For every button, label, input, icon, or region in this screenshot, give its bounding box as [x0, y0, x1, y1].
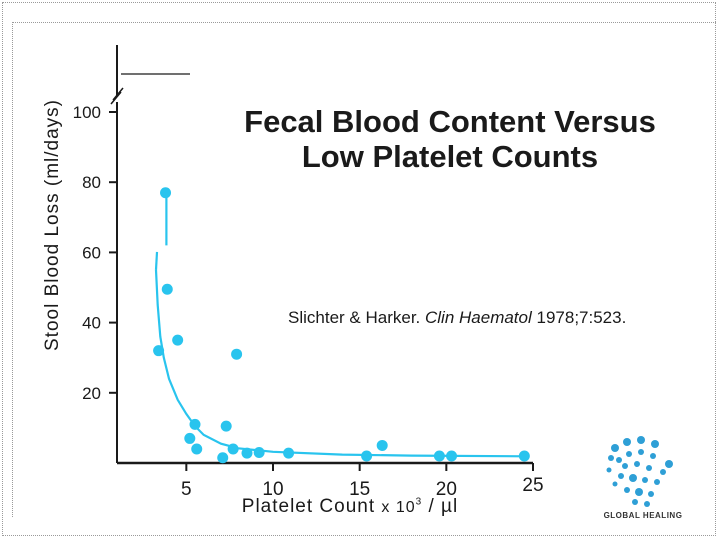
axes: [109, 45, 534, 471]
data-point: [231, 348, 243, 360]
fitted-curve-rise: [154, 251, 159, 271]
x-axis-label-tail: / µl: [428, 496, 459, 517]
x-tick-label: 15: [349, 479, 370, 500]
data-point: [283, 447, 295, 459]
x-tick-label: 25: [522, 475, 543, 496]
data-point: [172, 334, 184, 346]
data-point: [160, 187, 172, 199]
data-point: [161, 283, 173, 295]
fitted-curve-path: [154, 269, 525, 458]
x-axis-label-sup: 3: [415, 496, 423, 508]
logo-text: GLOBAL HEALING: [603, 511, 683, 520]
data-point: [446, 450, 458, 462]
citation-details: 1978;7:523.: [536, 308, 627, 327]
x-axis-label-unit: x 10: [381, 499, 416, 516]
axis-break-mark-2: [112, 87, 124, 101]
data-point: [189, 418, 201, 430]
dotted-guide-vertical: [12, 22, 15, 517]
data-point: [153, 345, 165, 357]
y-tick-label: 100: [73, 103, 101, 122]
data-point: [518, 450, 530, 462]
data-point: [433, 450, 445, 462]
y-tick-label: 80: [82, 173, 101, 192]
x-axis-label: Platelet Count x 103 / µl: [200, 496, 500, 518]
y-tick-label: 20: [82, 384, 101, 403]
data-points: [153, 187, 530, 464]
citation-journal: Clin Haematol: [425, 308, 532, 327]
x-tick-label: 5: [181, 479, 192, 500]
data-point: [376, 439, 388, 451]
chart-title-line2: Low Platelet Counts: [301, 139, 599, 174]
data-point: [361, 450, 373, 462]
x-tick-label: 10: [262, 479, 283, 500]
dotted-guide-horizontal: [12, 22, 716, 24]
chart-title-line1: Fecal Blood Content Versus: [244, 104, 656, 139]
data-point: [220, 420, 232, 432]
x-axis-label-main: Platelet Count: [241, 496, 376, 517]
y-tick-label: 40: [82, 314, 101, 333]
y-tick-label: 60: [82, 243, 101, 262]
y-axis-label: Stool Blood Loss (ml/days): [42, 99, 63, 351]
data-point: [184, 432, 196, 444]
citation-authors: Slichter & Harker.: [288, 308, 421, 327]
data-point: [227, 443, 239, 455]
x-tick-label: 20: [436, 479, 457, 500]
citation: Slichter & Harker. Clin Haematol 1978;7:…: [288, 308, 626, 328]
data-point: [191, 443, 203, 455]
data-point: [217, 452, 229, 464]
logo: GLOBAL HEALING: [597, 434, 689, 524]
hand-icon: [606, 436, 673, 507]
chart-title: Fecal Blood Content Versus Low Platelet …: [215, 104, 685, 174]
tick-labels: 20 40 60 80 100 5 10 15 20 25: [73, 103, 544, 500]
data-point: [241, 447, 253, 459]
axis-break-mark-1: [110, 91, 122, 105]
data-point: [253, 446, 265, 458]
